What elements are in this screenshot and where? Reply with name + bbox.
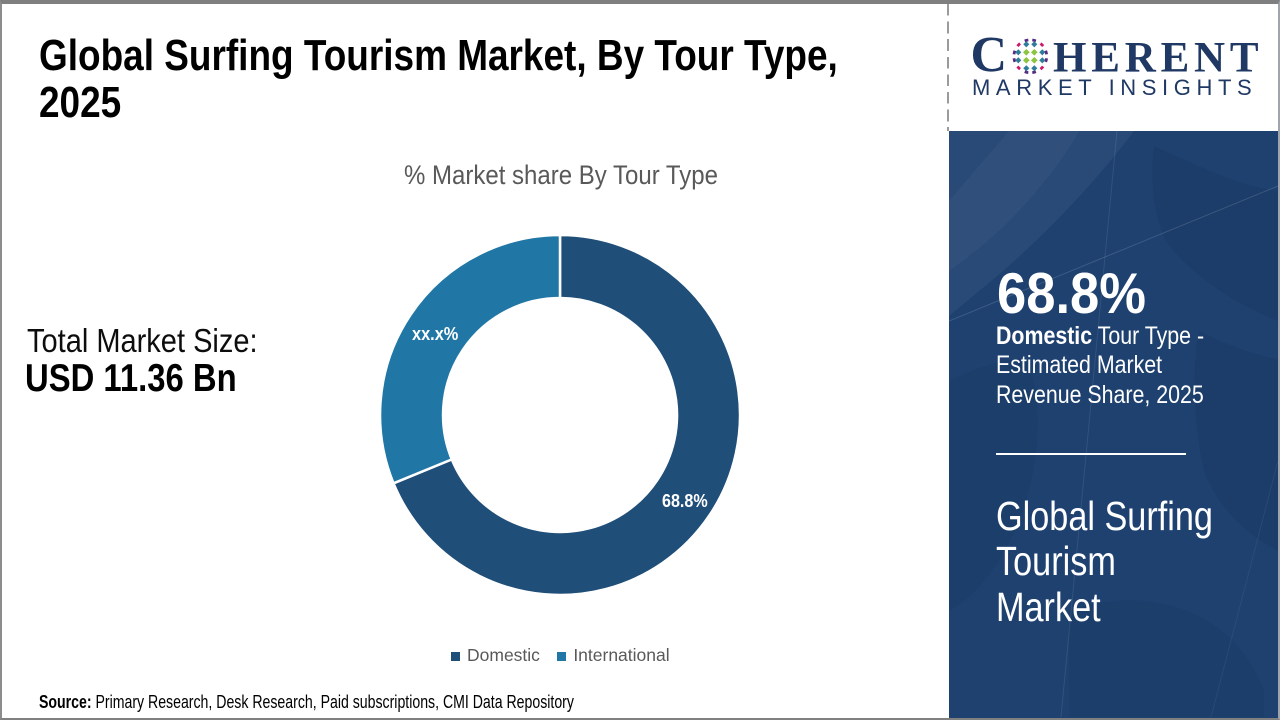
svg-text:HERENT: HERENT: [1053, 35, 1263, 82]
svg-text:MARKET INSIGHTS: MARKET INSIGHTS: [972, 75, 1257, 100]
svg-text:C: C: [971, 27, 1008, 83]
